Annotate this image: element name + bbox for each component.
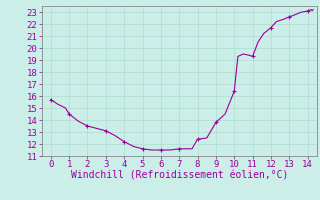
X-axis label: Windchill (Refroidissement éolien,°C): Windchill (Refroidissement éolien,°C): [70, 171, 288, 181]
